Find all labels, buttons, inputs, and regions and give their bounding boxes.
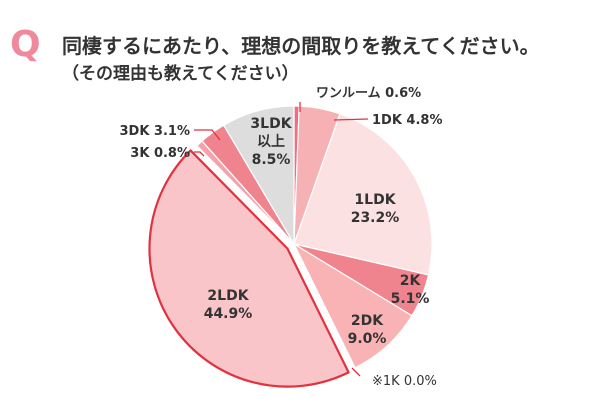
pie-slice-2ldk [148, 149, 350, 388]
slice-value-2dk: 9.0% [348, 331, 387, 347]
question-subtitle: （その理由も教えてください） [62, 64, 299, 84]
question-title: 同棲するにあたり、理想の間取りを教えてください。 [62, 34, 540, 58]
slice-label-3ldk: 3LDK [250, 116, 292, 132]
slice-value-3ldk: 8.5% [252, 152, 291, 168]
slice-label-2k: 2K [400, 273, 422, 289]
leader-line-3dk [194, 129, 221, 141]
slice-label-2dk: 2DK [351, 313, 384, 329]
slice-label-3k: 3K 0.8% [130, 146, 190, 161]
pie-slice-3ldk [223, 105, 295, 245]
slice-label-1ldk: 1LDK [354, 192, 396, 208]
slice-value-2k: 5.1% [391, 291, 430, 307]
slice-label-one-room: ワンルーム 0.6% [316, 86, 421, 101]
slice-value-1ldk: 23.2% [351, 210, 400, 226]
pie-slice-2dk [293, 243, 413, 369]
slice-label-3ldk: 以上 [257, 134, 285, 150]
chart-note: ※1K 0.0% [372, 374, 437, 389]
leader-line-3k [194, 151, 205, 157]
question-mark-icon: Q [10, 24, 41, 65]
leader-line-1dk [333, 118, 369, 121]
slice-label-2ldk: 2LDK [207, 288, 249, 304]
slice-label-3dk: 3DK 3.1% [120, 124, 191, 139]
pie-slice-1ldk [293, 113, 433, 276]
slice-value-2ldk: 44.9% [204, 306, 253, 322]
note-leader-line [351, 367, 361, 377]
slice-label-1dk: 1DK 4.8% [372, 113, 443, 128]
